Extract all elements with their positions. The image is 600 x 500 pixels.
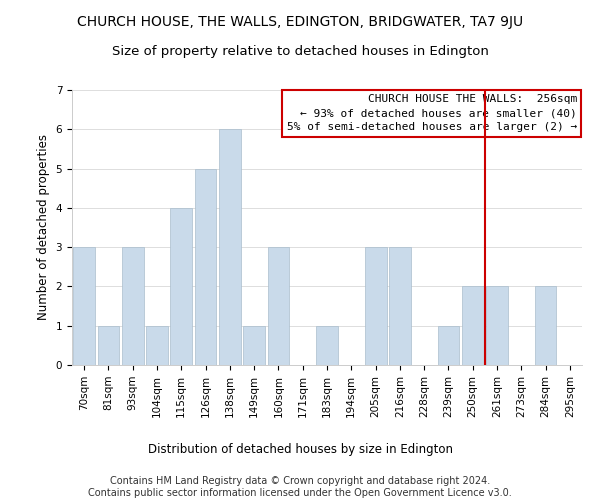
Bar <box>316 326 338 365</box>
Y-axis label: Number of detached properties: Number of detached properties <box>37 134 50 320</box>
Bar <box>268 247 289 365</box>
Text: Distribution of detached houses by size in Edington: Distribution of detached houses by size … <box>148 442 452 456</box>
Bar <box>535 286 556 365</box>
Text: CHURCH HOUSE THE WALLS:  256sqm
← 93% of detached houses are smaller (40)
5% of : CHURCH HOUSE THE WALLS: 256sqm ← 93% of … <box>287 94 577 132</box>
Bar <box>243 326 265 365</box>
Text: CHURCH HOUSE, THE WALLS, EDINGTON, BRIDGWATER, TA7 9JU: CHURCH HOUSE, THE WALLS, EDINGTON, BRIDG… <box>77 15 523 29</box>
Bar <box>170 208 192 365</box>
Text: Contains HM Land Registry data © Crown copyright and database right 2024.
Contai: Contains HM Land Registry data © Crown c… <box>88 476 512 498</box>
Bar <box>462 286 484 365</box>
Bar <box>219 130 241 365</box>
Bar <box>73 247 95 365</box>
Bar <box>194 168 217 365</box>
Bar <box>122 247 143 365</box>
Text: Size of property relative to detached houses in Edington: Size of property relative to detached ho… <box>112 45 488 58</box>
Bar <box>146 326 168 365</box>
Bar <box>486 286 508 365</box>
Bar <box>389 247 411 365</box>
Bar <box>365 247 386 365</box>
Bar <box>97 326 119 365</box>
Bar <box>437 326 460 365</box>
